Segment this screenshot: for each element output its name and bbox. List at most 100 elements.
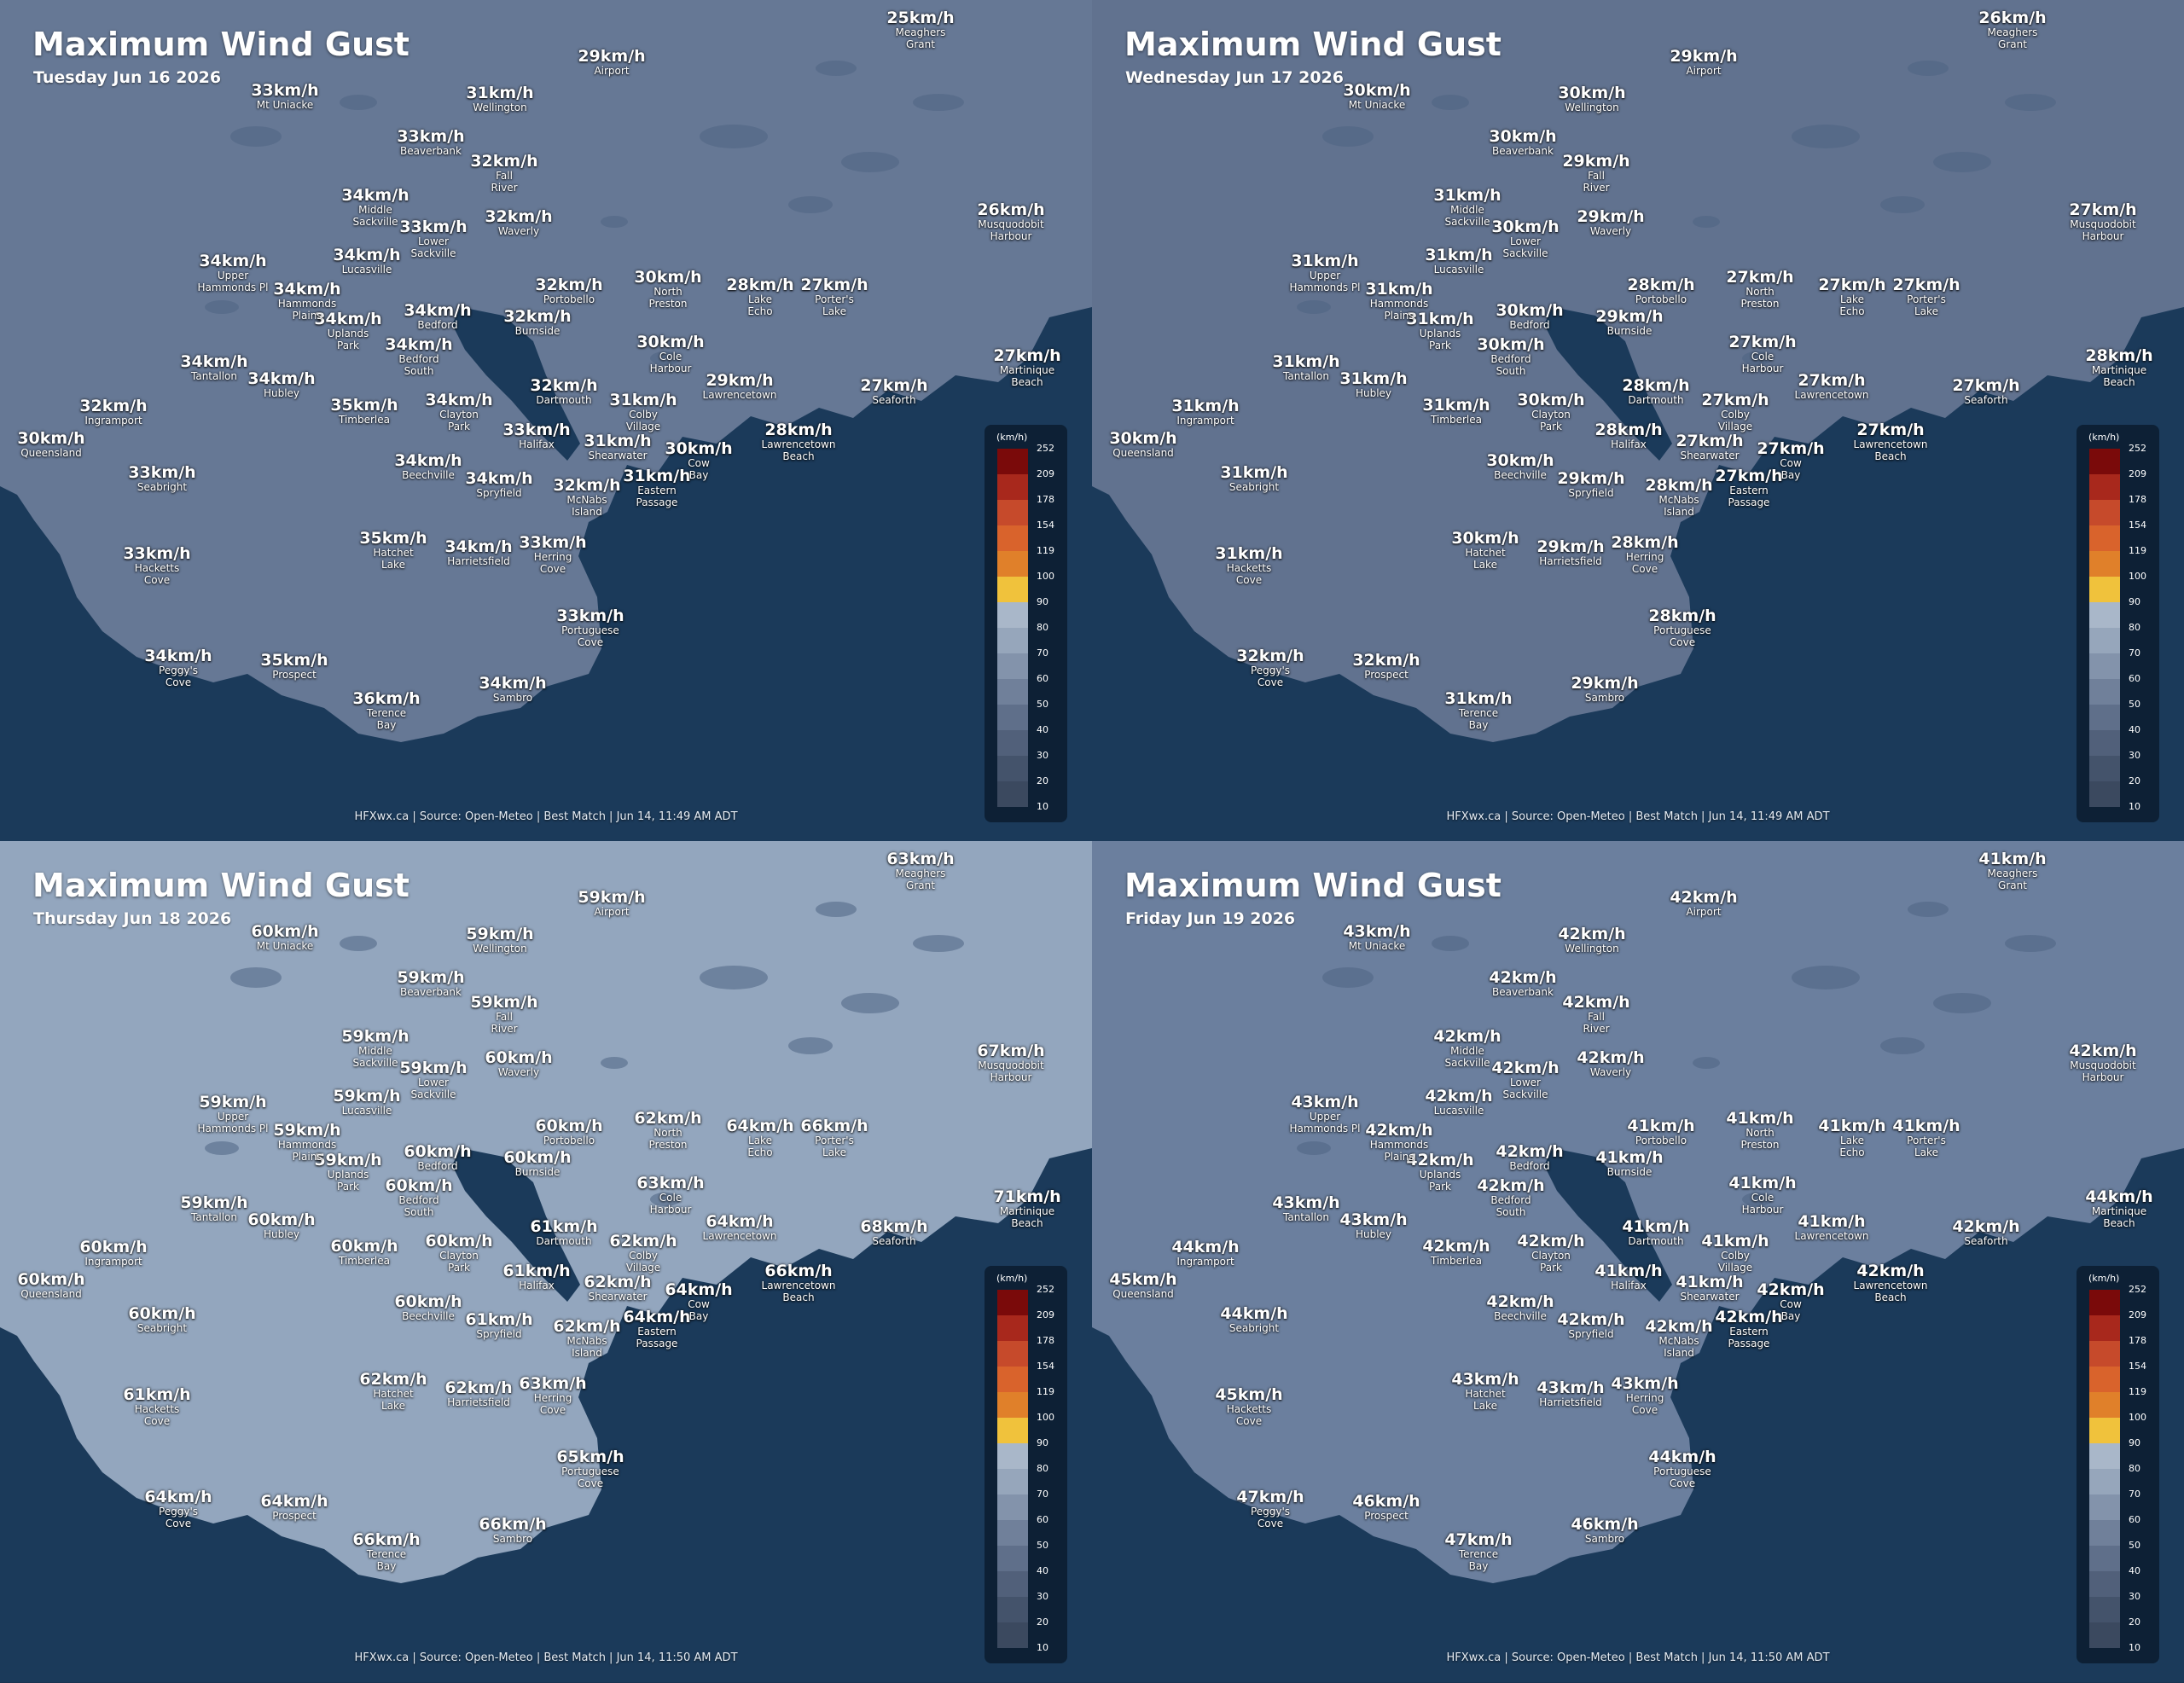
station-name: Hammonds <box>1369 298 1429 310</box>
station-prospect: 32km/h Prospect <box>1352 653 1420 682</box>
gust-value: 30km/h <box>1477 335 1545 354</box>
station-name: Seaforth <box>1964 1235 2008 1247</box>
legend-swatch <box>997 500 1028 525</box>
station-name: Spryfield <box>476 1328 522 1340</box>
station-name: Sackville <box>1444 216 1490 228</box>
gust-value: 33km/h <box>519 533 587 552</box>
station-name: Lower <box>1510 235 1541 247</box>
station-name: Sackville <box>1502 247 1548 259</box>
station-hatchet: 35km/h Hatchet Lake <box>359 531 427 572</box>
station-clayton: 60km/h Clayton Park <box>425 1233 492 1274</box>
gust-value: 44km/h <box>1171 1238 1240 1256</box>
station-name: Tantallon <box>191 370 237 382</box>
station-name: Portuguese <box>561 1465 619 1477</box>
station-name: Hammonds Pl <box>1289 281 1361 293</box>
station-name: Beach <box>2103 376 2135 388</box>
lake <box>700 966 768 989</box>
station-hacketts: 33km/h Hacketts Cove <box>123 546 190 587</box>
gust-value: 27km/h <box>1952 376 2020 395</box>
station-timberlea: 60km/h Timberlea <box>330 1239 398 1268</box>
station-porters: 27km/h Porter's Lake <box>1892 277 1960 318</box>
lake <box>816 902 857 917</box>
gust-value: 29km/h <box>706 371 774 390</box>
station-name: Hubley <box>263 387 300 399</box>
station-name: Sambro <box>492 692 533 704</box>
station-name: Sackville <box>1444 1057 1490 1069</box>
gust-value: 64km/h <box>623 1308 691 1326</box>
station-name: Sambro <box>1584 692 1625 704</box>
station-halifax: 28km/h Halifax <box>1594 422 1662 451</box>
station-name: Lake <box>381 559 405 571</box>
station-name: Harbour <box>990 230 1032 242</box>
station-name: Park <box>1540 1262 1562 1274</box>
station-name: Lawrencetown <box>761 1280 836 1291</box>
gust-value: 32km/h <box>79 397 148 415</box>
station-colby: 62km/h Colby Village <box>609 1233 677 1274</box>
gust-value: 46km/h <box>1352 1492 1420 1511</box>
station-beaverbank: 33km/h Beaverbank <box>397 129 464 158</box>
station-upperhammonds: 43km/h Upper Hammonds Pl <box>1290 1094 1361 1135</box>
legend-tick: 30 <box>1037 750 1048 761</box>
bedford-basin <box>1544 1148 1672 1302</box>
station-name: Ingramport <box>84 415 142 427</box>
station-ingramport: 60km/h Ingramport <box>79 1239 147 1268</box>
station-name: Passage <box>636 1338 678 1349</box>
station-name: Preston <box>648 1139 688 1151</box>
station-name: Cove <box>1631 563 1658 575</box>
station-name: Harbour <box>649 363 692 374</box>
station-lucasville: 31km/h Lucasville <box>1425 247 1492 276</box>
station-name: Island <box>1664 506 1694 518</box>
station-name: Porter's <box>1907 293 1946 305</box>
station-seaforth: 42km/h Seaforth <box>1952 1217 2020 1248</box>
legend-swatch <box>2089 1341 2120 1367</box>
station-name: Herring <box>1625 551 1664 563</box>
legend-swatch <box>2089 1418 2120 1443</box>
station-name: Seaforth <box>872 394 916 406</box>
gust-value: 62km/h <box>584 1273 652 1291</box>
station-name: Peggy's <box>158 1506 199 1518</box>
station-seabright: 60km/h Seabright <box>128 1306 195 1335</box>
gust-value: 33km/h <box>556 606 624 625</box>
gust-value: 30km/h <box>1451 529 1519 548</box>
station-name: Beechville <box>402 1310 455 1322</box>
station-halifax: 41km/h Halifax <box>1594 1263 1662 1292</box>
station-name: Fall <box>1588 1011 1605 1023</box>
gust-value: 34km/h <box>425 391 493 409</box>
station-name: Tantallon <box>1283 1211 1329 1223</box>
station-bedfordsouth: 30km/h Bedford South <box>1477 335 1545 378</box>
station-name: Lake <box>1840 293 1864 305</box>
gust-value: 43km/h <box>1343 922 1411 941</box>
station-name: Cove <box>143 1415 171 1427</box>
legend-swatch <box>997 730 1028 756</box>
gust-value: 42km/h <box>1952 1217 2020 1236</box>
legend-swatch <box>2089 1622 2120 1648</box>
gust-value: 62km/h <box>634 1109 702 1128</box>
station-name: Clayton <box>439 1250 479 1262</box>
station-name: Herring <box>533 1392 572 1404</box>
legend-unit: (km/h) <box>996 432 1028 443</box>
gust-value: 30km/h <box>1486 451 1554 470</box>
gust-value: 62km/h <box>609 1232 677 1251</box>
station-eastern: 31km/h Eastern Passage <box>623 468 690 509</box>
gust-value: 62km/h <box>553 1317 621 1336</box>
station-lowersack: 33km/h Lower Sackville <box>399 219 467 260</box>
legend-unit: (km/h) <box>2088 432 2120 443</box>
legend-tick: 154 <box>1037 1361 1054 1372</box>
lake <box>1908 61 1949 76</box>
station-shearwater: 31km/h Shearwater <box>584 433 651 462</box>
station-bedford: 42km/h Bedford <box>1496 1144 1563 1173</box>
station-lowersack: 59km/h Lower Sackville <box>399 1060 467 1101</box>
station-beechville: 42km/h Beechville <box>1486 1294 1554 1323</box>
map-panel-friday: Maximum Wind Gust Friday Jun 19 2026 HFX… <box>1092 841 2184 1682</box>
legend-swatch <box>2089 1571 2120 1597</box>
station-dartmouth: 32km/h Dartmouth <box>530 378 597 407</box>
station-name: Halifax <box>519 1280 555 1291</box>
station-meaghers: 26km/h Meaghers Grant <box>1978 10 2046 51</box>
station-cowbay: 42km/h Cow Bay <box>1757 1282 1824 1323</box>
station-name: Hammonds <box>1369 1139 1429 1151</box>
station-name: North <box>1745 286 1774 298</box>
legend-tick: 252 <box>1037 443 1054 454</box>
lake <box>230 126 282 147</box>
gust-value: 60km/h <box>17 1270 85 1289</box>
legend-swatch <box>997 1443 1028 1469</box>
